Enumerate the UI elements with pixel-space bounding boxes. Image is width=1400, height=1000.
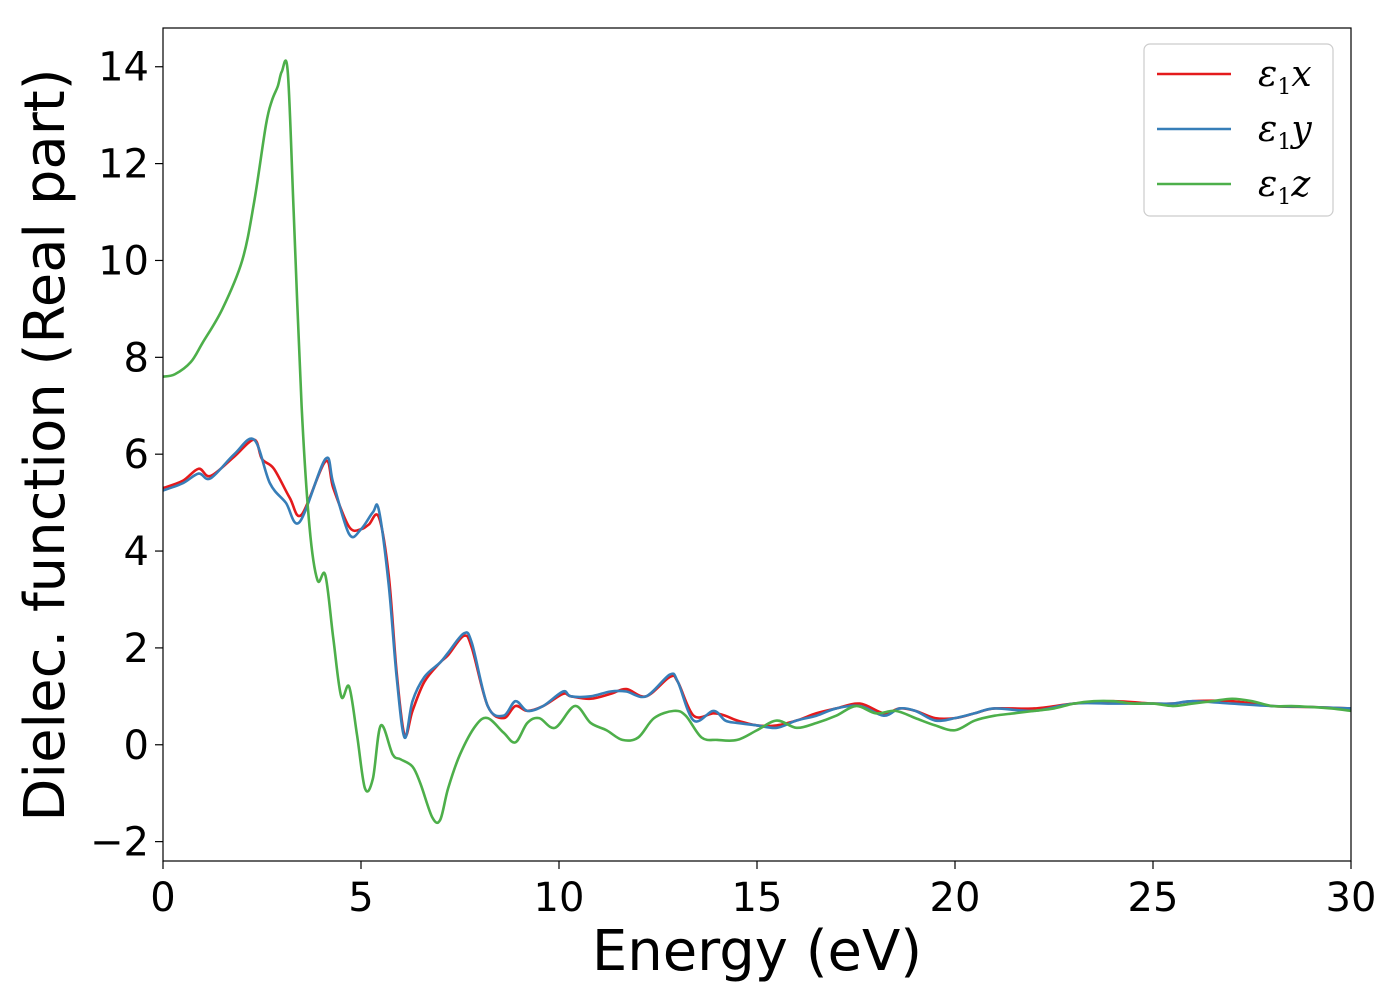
legend-item-y: ε1y [1157,109,1312,155]
x-tick-label: 25 [1128,875,1179,921]
x-tick-label: 20 [930,875,981,921]
legend-item-z: ε1z [1157,164,1311,210]
series-line-z [162,59,1352,825]
legend-label: ε1x [1258,54,1312,100]
legend-label: ε1z [1258,164,1311,210]
legend: ε1x ε1y ε1z [1143,43,1334,217]
legend-label: ε1y [1258,109,1312,155]
y-tick-label: 0 [124,723,149,769]
x-tick-label: 5 [348,875,373,921]
x-tick-label: 10 [534,875,585,921]
y-axis-ticks: −2 0 2 4 6 8 10 12 14 [90,45,163,866]
legend-items: ε1x ε1y ε1z [1157,54,1312,210]
y-tick-label: 2 [124,626,149,672]
y-tick-label: −2 [90,820,149,866]
y-tick-label: 14 [98,45,149,91]
y-tick-label: 4 [124,529,149,575]
x-tick-label: 30 [1326,875,1377,921]
y-tick-label: 10 [98,238,149,284]
series-layer [162,59,1352,825]
x-tick-label: 0 [150,875,175,921]
legend-box [1143,43,1334,217]
x-tick-label: 15 [732,875,783,921]
legend-item-x: ε1x [1157,54,1312,100]
series-line-y [162,437,1352,739]
y-tick-label: 6 [124,432,149,478]
y-axis-title: Dielec. function (Real part) [13,68,78,821]
x-axis-ticks: 0 5 10 15 20 25 30 [150,861,1376,921]
y-tick-label: 8 [124,335,149,381]
x-axis-title: Energy (eV) [592,919,922,984]
y-tick-label: 12 [98,142,149,188]
